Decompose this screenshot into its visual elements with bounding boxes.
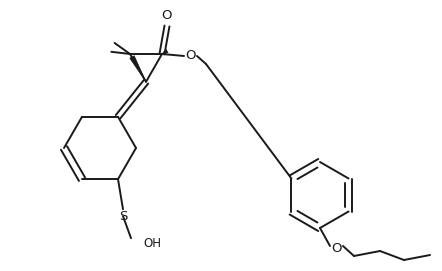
Polygon shape (162, 49, 168, 54)
Text: O: O (186, 50, 196, 63)
Text: OH: OH (143, 237, 161, 250)
Text: O: O (162, 9, 172, 22)
Text: S: S (119, 210, 127, 223)
Polygon shape (130, 56, 146, 82)
Text: O: O (332, 241, 342, 254)
